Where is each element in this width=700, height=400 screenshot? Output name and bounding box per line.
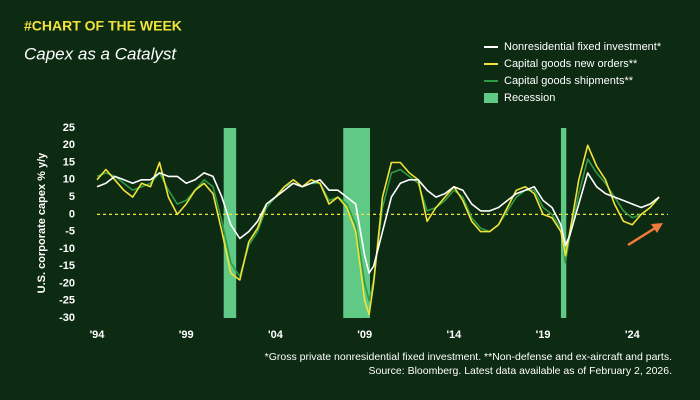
legend-label: Recession <box>504 92 555 104</box>
y-tick-label: 10 <box>63 174 75 186</box>
legend-label: Capital goods shipments** <box>504 75 634 87</box>
x-tick-label: '14 <box>446 329 462 341</box>
x-tick-label: '24 <box>625 329 641 341</box>
y-tick-label: -30 <box>59 312 75 324</box>
y-tick-label: -25 <box>59 295 75 307</box>
recession-band <box>560 128 567 318</box>
x-tick-label: '09 <box>357 329 372 341</box>
legend-label: Nonresidential fixed investment* <box>504 41 662 53</box>
x-tick-label: '94 <box>90 329 106 341</box>
y-tick-label: 25 <box>63 122 75 134</box>
y-tick-label: -15 <box>59 260 75 272</box>
y-tick-label: 20 <box>63 139 75 151</box>
y-tick-label: 15 <box>63 156 75 168</box>
series-line <box>96 172 660 274</box>
legend-swatch <box>484 93 498 103</box>
y-tick-label: -5 <box>65 226 75 238</box>
footnote: Source: Bloomberg. Latest data available… <box>368 365 672 377</box>
chart-title: Capex as a Catalyst <box>24 44 177 63</box>
y-axis-label: U.S. corporate capex % y/y <box>36 152 48 293</box>
x-tick-label: '04 <box>268 329 284 341</box>
y-tick-label: -20 <box>59 277 75 289</box>
series-line <box>96 144 660 316</box>
y-tick-label: 0 <box>69 208 75 220</box>
x-tick-label: '99 <box>179 329 194 341</box>
y-tick-label: -10 <box>59 243 75 255</box>
annotation-arrow <box>627 223 663 247</box>
x-tick-label: '19 <box>536 329 551 341</box>
brand: #CHART OF THE WEEK <box>24 18 182 34</box>
legend-label: Capital goods new orders** <box>504 58 638 70</box>
footnote: *Gross private nonresidential fixed inve… <box>265 351 672 363</box>
y-tick-label: 5 <box>69 191 75 203</box>
